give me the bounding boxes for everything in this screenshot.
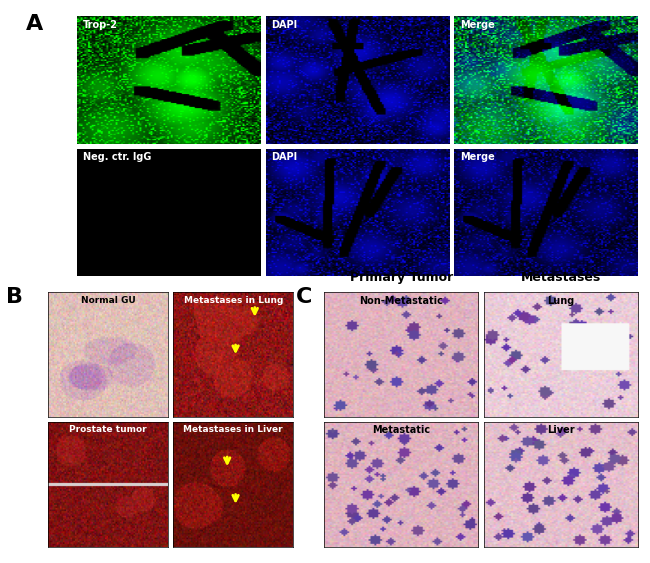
Text: Neg. ctr. IgG: Neg. ctr. IgG <box>83 153 151 163</box>
Text: Normal GU: Normal GU <box>81 296 135 305</box>
Text: C: C <box>296 287 312 307</box>
Text: Metastases: Metastases <box>521 271 601 284</box>
Text: Lung: Lung <box>547 296 574 306</box>
Text: Metastases in Liver: Metastases in Liver <box>183 426 283 435</box>
Text: DAPI: DAPI <box>271 20 298 30</box>
Text: Merge: Merge <box>460 20 495 30</box>
Text: Liver: Liver <box>547 426 575 435</box>
Text: Non-Metastatic: Non-Metastatic <box>359 296 443 306</box>
Text: A: A <box>26 14 44 34</box>
Text: Primary Tumor: Primary Tumor <box>350 271 453 284</box>
Text: DAPI: DAPI <box>271 153 298 163</box>
Text: Trop-2: Trop-2 <box>83 20 118 30</box>
Text: Prostate tumor: Prostate tumor <box>70 426 147 435</box>
Text: Merge: Merge <box>460 153 495 163</box>
Text: Metastases in Lung: Metastases in Lung <box>183 296 283 305</box>
Text: Metastatic: Metastatic <box>372 426 430 435</box>
Text: B: B <box>6 287 23 307</box>
